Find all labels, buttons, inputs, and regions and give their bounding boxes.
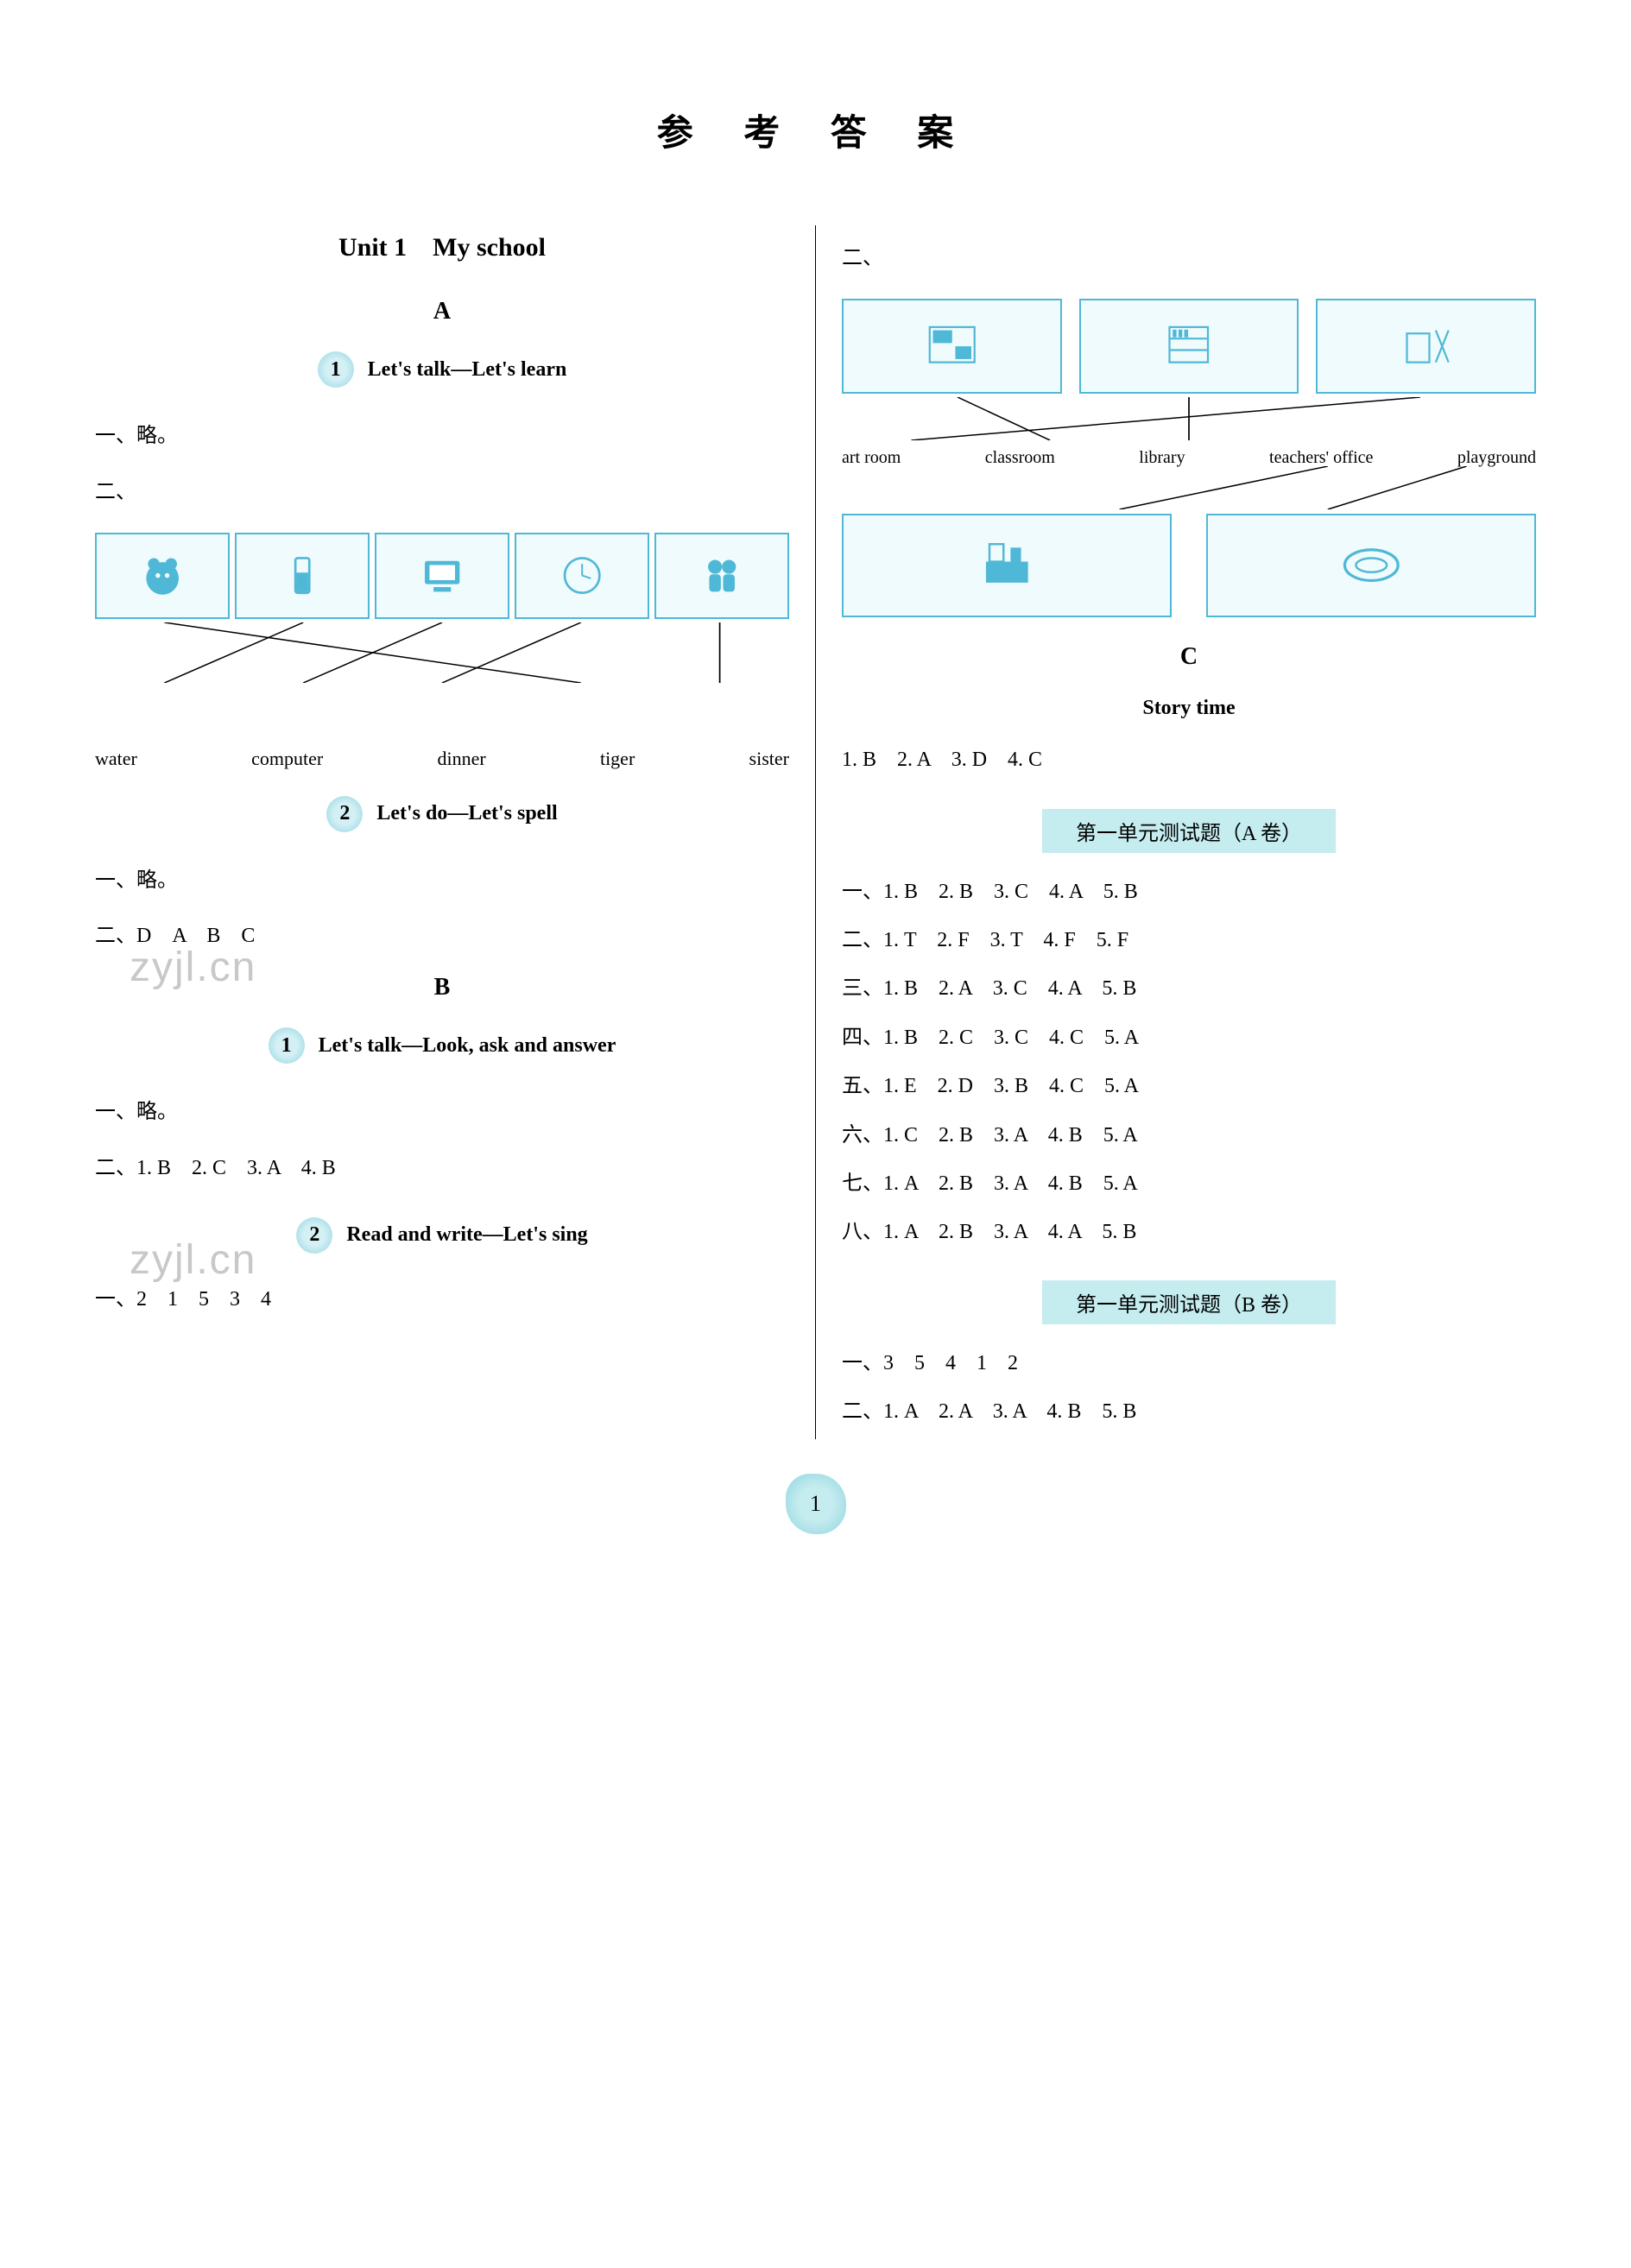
match-word: water — [95, 748, 137, 770]
lesson-2-header: 2 Let's do—Let's spell — [95, 796, 789, 832]
match-exercise-2: art room classroom library teachers' office… — [842, 299, 1536, 617]
match-word: teachers' office — [1269, 448, 1373, 468]
classroom-icon — [842, 299, 1062, 394]
lesson-1-header: 1 Let's talk—Let's learn — [95, 351, 789, 388]
unit-title: Unit 1 My school — [95, 225, 789, 263]
page-title: 参 考 答 案 — [69, 104, 1562, 156]
left-column: Unit 1 My school A 1 Let's talk—Let's le… — [69, 225, 816, 1439]
match-word: playground — [1457, 448, 1536, 468]
match-word: computer — [251, 748, 323, 770]
answer-row: 七、1. A 2. B 3. A 4. B 5. A — [842, 1162, 1536, 1205]
answer-row: 三、1. B 2. A 3. C 4. A 5. B — [842, 967, 1536, 1010]
section-c-heading: C — [842, 643, 1536, 671]
answer-row: 一、1. B 2. B 3. C 4. A 5. B — [842, 870, 1536, 913]
badge-b1-icon: 1 — [269, 1027, 305, 1064]
sisters-icon — [654, 533, 789, 619]
badge-b2-icon: 2 — [296, 1217, 332, 1254]
l1-line2: 二、 — [95, 470, 789, 515]
badge-2-icon: 2 — [326, 796, 363, 832]
clock-icon — [515, 533, 649, 619]
story-answers: 1. B 2. A 3. D 4. C — [842, 737, 1536, 783]
b1-line1: 一、略。 — [95, 1090, 789, 1135]
test-b-header: 第一单元测试题（B 卷） — [1042, 1280, 1336, 1324]
badge-1-icon: 1 — [318, 351, 354, 388]
tiger-icon — [95, 533, 230, 619]
match-word: library — [1139, 448, 1185, 468]
match-word: tiger — [600, 748, 635, 770]
answer-row: 八、1. A 2. B 3. A 4. A 5. B — [842, 1210, 1536, 1254]
l2-line1: 一、略。 — [95, 858, 789, 904]
answer-row: 六、1. C 2. B 3. A 4. B 5. A — [842, 1114, 1536, 1157]
library-icon — [1079, 299, 1299, 394]
two-column-layout: Unit 1 My school A 1 Let's talk—Let's le… — [69, 225, 1562, 1439]
lesson-1-label: Let's talk—Let's learn — [368, 358, 567, 382]
b2-line1: 一、2 1 5 3 4 — [95, 1277, 789, 1323]
answer-row: 二、1. A 2. A 3. A 4. B 5. B — [842, 1390, 1536, 1433]
glass-icon — [235, 533, 370, 619]
l1-line1: 一、略。 — [95, 414, 789, 459]
test-a-header: 第一单元测试题（A 卷） — [1042, 809, 1336, 853]
match-word: classroom — [985, 448, 1055, 468]
match-word: sister — [749, 748, 789, 770]
teachers-office-icon — [842, 514, 1172, 617]
right-column: 二、 art room classroom library teachers' off… — [816, 225, 1562, 1439]
playground-icon — [1206, 514, 1536, 617]
answer-row: 五、1. E 2. D 3. B 4. C 5. A — [842, 1065, 1536, 1108]
answer-row: 四、1. B 2. C 3. C 4. C 5. A — [842, 1016, 1536, 1059]
answer-row: 二、1. T 2. F 3. T 4. F 5. F — [842, 919, 1536, 962]
lesson-2-label: Let's do—Let's spell — [376, 802, 557, 825]
match-word: dinner — [437, 748, 485, 770]
computer-icon — [375, 533, 509, 619]
story-time-label: Story time — [842, 697, 1536, 720]
art-room-icon — [1316, 299, 1536, 394]
r-line-top: 二、 — [842, 236, 1536, 281]
answer-row: 一、3 5 4 1 2 — [842, 1342, 1536, 1385]
section-b-heading: B — [95, 974, 789, 1001]
match-exercise-1: water computer dinner tiger sister — [95, 533, 789, 770]
section-a-heading: A — [95, 298, 789, 325]
lesson-b2-header: 2 Read and write—Let's sing — [95, 1217, 789, 1254]
page-number-badge: 1 — [786, 1474, 846, 1534]
b1-line2: 二、1. B 2. C 3. A 4. B — [95, 1146, 789, 1191]
l2-line2: 二、D A B C — [95, 913, 789, 959]
lesson-b2-label: Read and write—Let's sing — [346, 1223, 587, 1247]
lesson-b1-label: Let's talk—Look, ask and answer — [319, 1034, 616, 1058]
match-word: art room — [842, 448, 901, 468]
lesson-b1-header: 1 Let's talk—Look, ask and answer — [95, 1027, 789, 1064]
